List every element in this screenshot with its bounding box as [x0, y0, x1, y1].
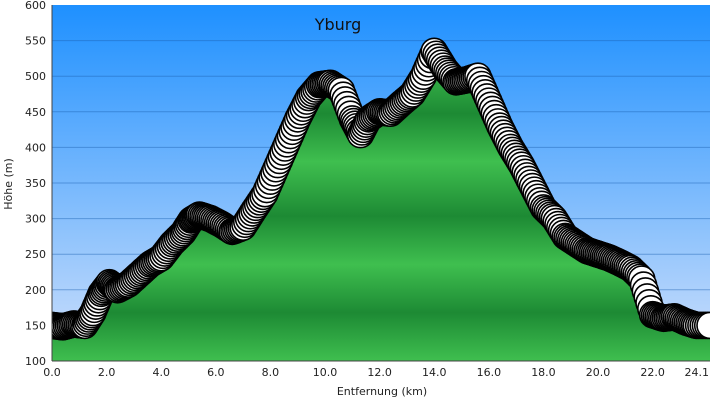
x-tick-labels: 0.0 2.0 4.0 6.0 8.0 10.0 12.0 14.0 16.0 18.0 20.0 2…	[43, 366, 709, 379]
y-tick-labels: 100 150 200 250 300 350 400 450 500 550 600	[25, 0, 46, 368]
x-tick-label: 6.0	[207, 366, 225, 379]
y-tick-label: 100	[25, 355, 46, 368]
x-tick-label: 18.0	[531, 366, 556, 379]
x-tick-label: 20.0	[586, 366, 611, 379]
y-axis-label: Höhe (m)	[2, 158, 15, 210]
y-tick-label: 450	[25, 106, 46, 119]
x-tick-label: 24.1	[685, 366, 710, 379]
x-tick-label: 16.0	[477, 366, 502, 379]
y-tick-label: 600	[25, 0, 46, 12]
y-tick-label: 200	[25, 284, 46, 297]
x-tick-label: 2.0	[98, 366, 116, 379]
x-tick-label: 10.0	[313, 366, 338, 379]
y-tick-label: 550	[25, 35, 46, 48]
x-tick-label: 8.0	[262, 366, 280, 379]
y-tick-label: 500	[25, 70, 46, 83]
x-tick-label: 22.0	[640, 366, 665, 379]
elevation-marker	[696, 311, 710, 340]
y-tick-label: 150	[25, 319, 46, 332]
elevation-markers	[52, 37, 710, 341]
chart-title: Yburg	[314, 15, 362, 34]
x-tick-label: 12.0	[367, 366, 392, 379]
x-axis-label: Entfernung (km)	[337, 385, 427, 398]
y-tick-label: 250	[25, 248, 46, 261]
y-tick-label: 400	[25, 141, 46, 154]
x-tick-label: 4.0	[152, 366, 170, 379]
y-tick-label: 350	[25, 177, 46, 190]
x-tick-label: 14.0	[422, 366, 447, 379]
elevation-area	[52, 59, 710, 361]
x-tick-label: 0.0	[43, 366, 61, 379]
y-tick-label: 300	[25, 213, 46, 226]
